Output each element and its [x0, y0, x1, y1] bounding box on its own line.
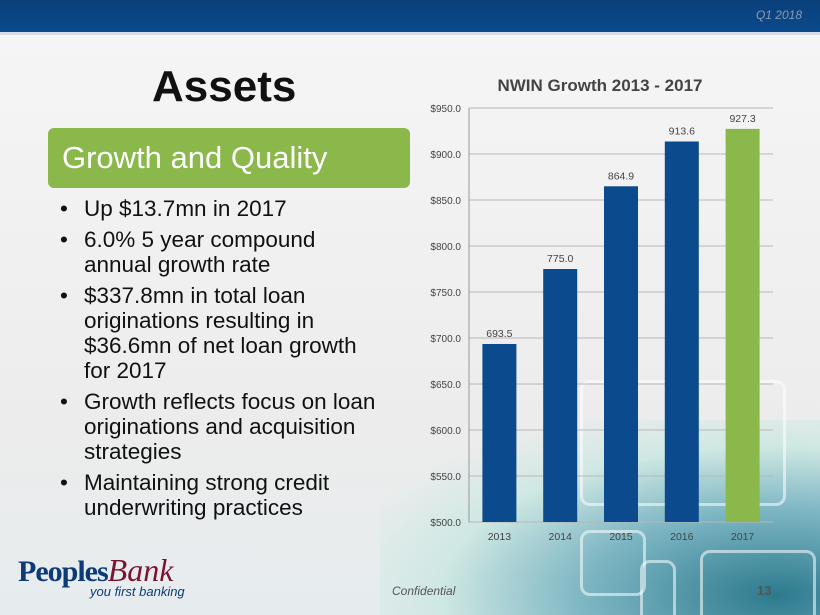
x-tick-label: 2015 — [609, 531, 633, 543]
y-tick-label: $650.0 — [430, 380, 461, 391]
bullet-list: Up $13.7mn in 2017 6.0% 5 year compound … — [58, 196, 388, 526]
page-number: 13 — [757, 583, 772, 598]
subtitle-box: Growth and Quality — [48, 128, 410, 188]
y-tick-label: $600.0 — [430, 426, 461, 437]
y-tick-label: $500.0 — [430, 518, 461, 529]
bullet-item: Growth reflects focus on loan originatio… — [58, 389, 388, 464]
peoples-bank-logo: PeoplesBank you first banking — [18, 552, 185, 599]
confidential-label: Confidential — [392, 584, 456, 598]
bar — [664, 141, 699, 522]
page-title: Assets — [152, 62, 297, 111]
data-label: 913.6 — [669, 125, 695, 137]
x-tick-label: 2017 — [731, 531, 755, 543]
y-tick-label: $700.0 — [430, 334, 461, 345]
x-tick-label: 2016 — [670, 531, 694, 543]
x-tick-label: 2013 — [488, 531, 512, 543]
bar — [482, 343, 517, 522]
data-label: 864.9 — [608, 170, 634, 182]
data-label: 927.3 — [729, 113, 755, 125]
period-label: Q1 2018 — [755, 8, 802, 22]
y-tick-label: $950.0 — [430, 104, 461, 115]
bullet-item: $337.8mn in total loan originations resu… — [58, 283, 388, 383]
y-tick-label: $550.0 — [430, 472, 461, 483]
x-tick-label: 2014 — [549, 531, 573, 543]
data-label: 775.0 — [547, 253, 573, 265]
header-bar: Q1 2018 — [0, 0, 820, 35]
bar — [604, 186, 638, 523]
bullet-item: Maintaining strong credit underwriting p… — [58, 470, 388, 520]
logo-main: Peoples — [18, 555, 109, 588]
bar — [725, 128, 760, 522]
bar — [543, 269, 578, 522]
bullet-item: 6.0% 5 year compound annual growth rate — [58, 227, 388, 277]
logo-tagline: you first banking — [90, 584, 185, 599]
data-label: 693.5 — [486, 328, 512, 340]
y-tick-label: $850.0 — [430, 196, 461, 207]
y-tick-label: $900.0 — [430, 150, 461, 161]
y-tick-label: $800.0 — [430, 242, 461, 253]
logo-script: Bank — [107, 552, 174, 588]
chart-title: NWIN Growth 2013 - 2017 — [497, 76, 702, 95]
y-tick-label: $750.0 — [430, 288, 461, 299]
bullet-item: Up $13.7mn in 2017 — [58, 196, 388, 221]
